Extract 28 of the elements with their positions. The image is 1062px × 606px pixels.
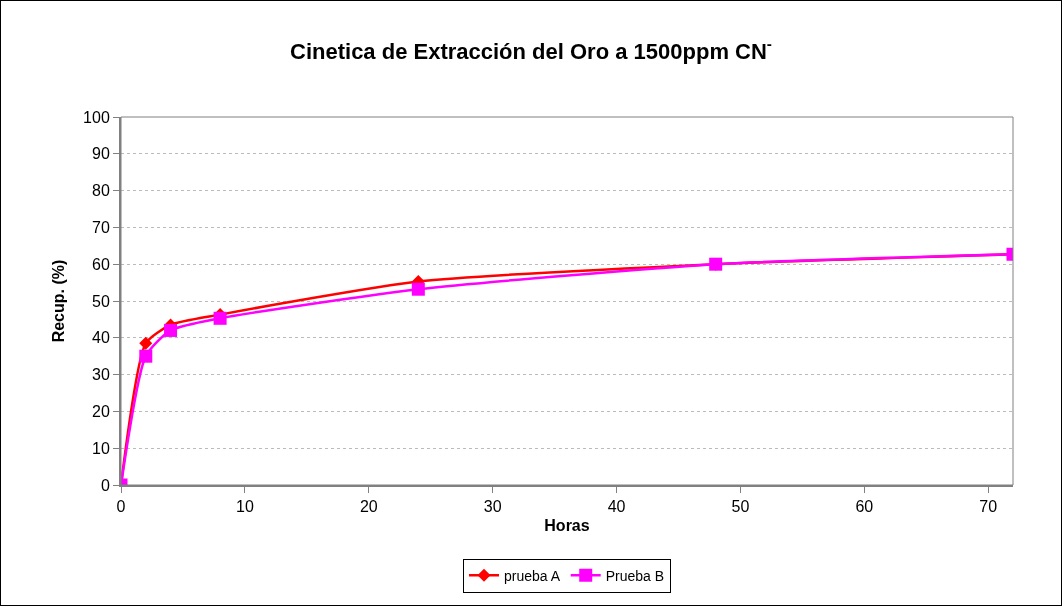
x-tick-label: 50 [731, 498, 750, 516]
x-tick-label: 60 [855, 498, 874, 516]
y-tick-label: 70 [92, 219, 110, 236]
y-tick-label: 40 [92, 329, 110, 347]
y-tick-label: 0 [100, 476, 110, 494]
y-tick-label: 90 [92, 145, 110, 163]
x-tick-label: 70 [979, 498, 998, 516]
point [411, 282, 425, 296]
x-tick-label: 10 [235, 498, 254, 516]
chart-title: Cinetica de Extracción del Oro a 1500ppm CN$^{-}$ [290, 35, 772, 64]
y-tick-label: 50 [92, 292, 110, 310]
x-tick-label: 0 [116, 498, 126, 516]
point [164, 323, 178, 337]
point [139, 336, 153, 350]
legend-label: prueba A [504, 567, 561, 584]
x-tick-label: 20 [359, 498, 378, 516]
y-tick-label: 20 [92, 403, 110, 420]
y-tick-label: 30 [92, 366, 110, 384]
y-tick-label: 80 [92, 182, 110, 200]
y-tick-label: 10 [92, 439, 110, 457]
y-axis-title: Recup. (%) [50, 259, 68, 343]
y-tick-label: 60 [92, 255, 110, 273]
legend-label: Prueba B [605, 567, 665, 584]
x-tick-label: 30 [483, 498, 502, 516]
x-axis-title: Horas [544, 517, 590, 535]
point [139, 349, 153, 363]
y-tick-label: 100 [83, 108, 110, 126]
x-tick-label: 40 [607, 498, 626, 516]
